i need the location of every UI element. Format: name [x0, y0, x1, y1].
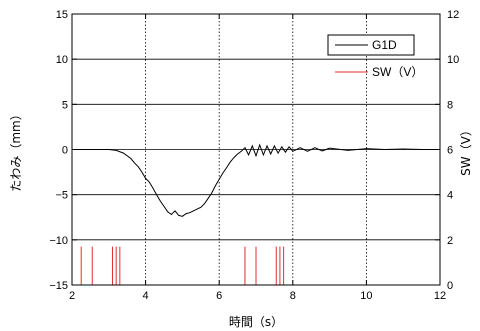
- y2-tick-label: 10: [447, 54, 459, 66]
- y2-tick-label: 12: [447, 9, 459, 21]
- y-tick-label: 10: [56, 54, 68, 66]
- y2-tick-label: 2: [447, 235, 453, 247]
- y2-tick-label: 4: [447, 190, 453, 202]
- x-tick-label: 10: [360, 290, 372, 302]
- y2-tick-label: 0: [447, 280, 453, 292]
- y-tick-label: 5: [62, 99, 68, 111]
- y2-tick-label: 8: [447, 99, 453, 111]
- legend-box: [327, 34, 415, 56]
- y-axis-label: たわみ（mm）: [9, 108, 23, 191]
- x-tick-label: 4: [143, 290, 149, 302]
- y-tick-label: 0: [62, 145, 68, 157]
- legend-g1d-label: G1D: [372, 38, 397, 52]
- y-tick-label: −5: [55, 190, 68, 202]
- g1d-line: [72, 143, 440, 217]
- gridlines: [72, 14, 440, 285]
- x-tick-label: 12: [434, 290, 446, 302]
- x-tick-label: 2: [69, 290, 75, 302]
- y2-axis-label: SW（V）: [459, 124, 473, 176]
- x-tick-label: 6: [216, 290, 222, 302]
- y-tick-label: 15: [56, 9, 68, 21]
- ticks: [71, 13, 441, 286]
- y-tick-label: −15: [49, 280, 68, 292]
- legend-sw-label: SW（V）: [372, 65, 423, 79]
- y-tick-label: −10: [49, 235, 68, 247]
- legend: G1D SW（V）: [327, 34, 423, 79]
- series-sw: [72, 246, 440, 286]
- y2-tick-label: 6: [447, 145, 453, 157]
- series-g1d: [72, 143, 440, 217]
- x-axis-label: 時間（s）: [229, 315, 283, 329]
- x-tick-label: 8: [290, 290, 296, 302]
